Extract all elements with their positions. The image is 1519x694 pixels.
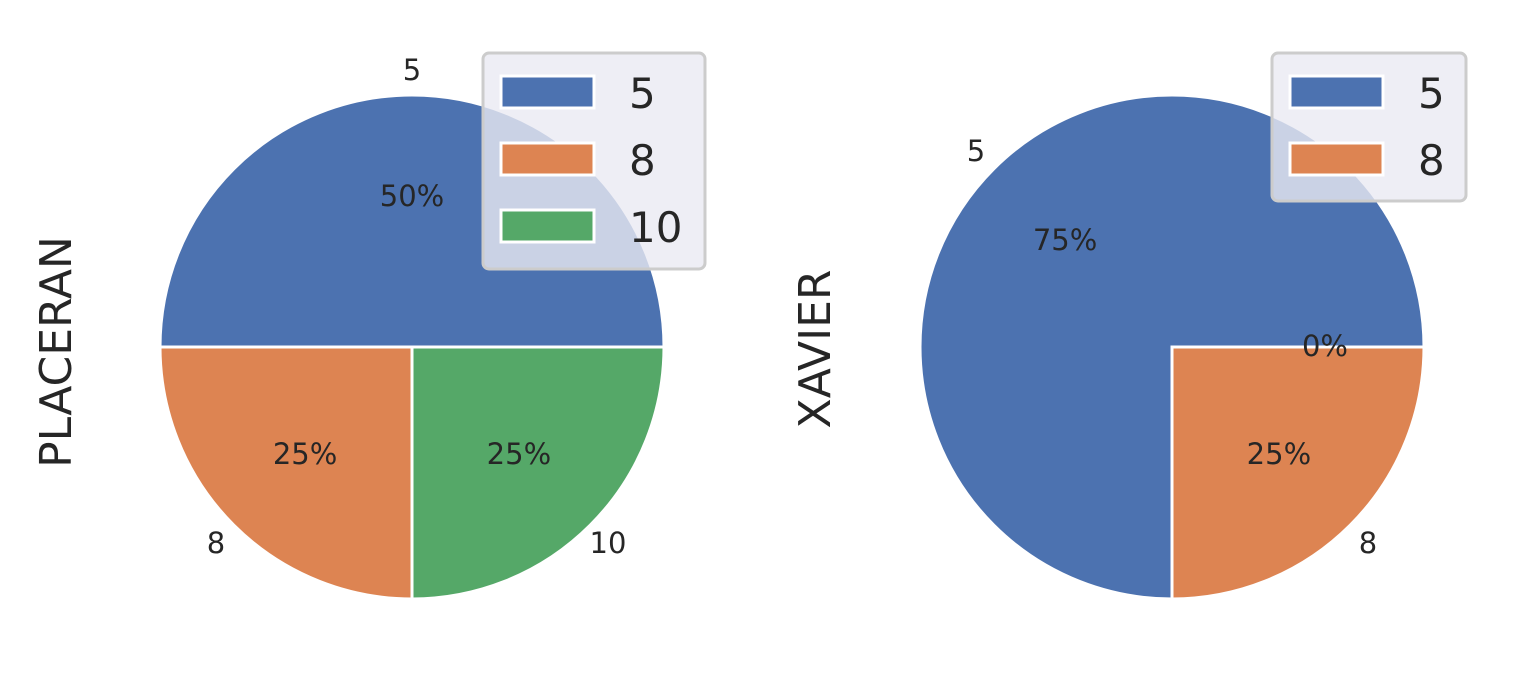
legend-label: 5 (1418, 69, 1445, 118)
legend-label: 8 (629, 136, 656, 185)
legend-swatch (499, 141, 596, 177)
pie-labels: 50% 5 25% 8 25% 10 (207, 53, 627, 560)
legend-swatch (499, 74, 596, 110)
legend-label: 10 (629, 203, 682, 252)
legend: 5 8 10 (481, 51, 707, 271)
legend: 58 (1270, 51, 1468, 203)
percent-label: 25% (1247, 437, 1311, 471)
legend-swatch (1288, 74, 1385, 110)
pie-slice-8 (158, 345, 414, 601)
y-axis-label: XAVIER (790, 270, 841, 429)
category-label: 10 (590, 526, 627, 560)
category-label: 8 (1359, 526, 1377, 560)
pie-slice-10 (410, 345, 666, 601)
pie-slice-8 (1170, 345, 1426, 601)
pie-slices (918, 93, 1426, 601)
pie-chart-placeran: PLACERAN 50% 5 25% 8 25% 10 5 8 10 (31, 51, 707, 601)
legend-swatch (499, 208, 596, 244)
percent-label: 50% (380, 179, 444, 213)
y-axis-label: PLACERAN (31, 236, 82, 468)
category-label: 5 (967, 134, 985, 168)
legend-label: 5 (629, 69, 656, 118)
category-label: 5 (403, 53, 421, 87)
legend-label: 8 (1418, 136, 1445, 185)
percent-label: 75% (1033, 223, 1097, 257)
percent-label: 25% (273, 437, 337, 471)
pie-labels: 75% 5 25% 8 (967, 134, 1377, 560)
pie-chart-xavier: XAVIER 75%525%8 0% 58 (790, 51, 1468, 601)
category-label: 8 (207, 526, 225, 560)
percent-label: 25% (487, 437, 551, 471)
legend-swatch (1288, 141, 1385, 177)
zero-percent-label: 0% (1302, 329, 1348, 363)
